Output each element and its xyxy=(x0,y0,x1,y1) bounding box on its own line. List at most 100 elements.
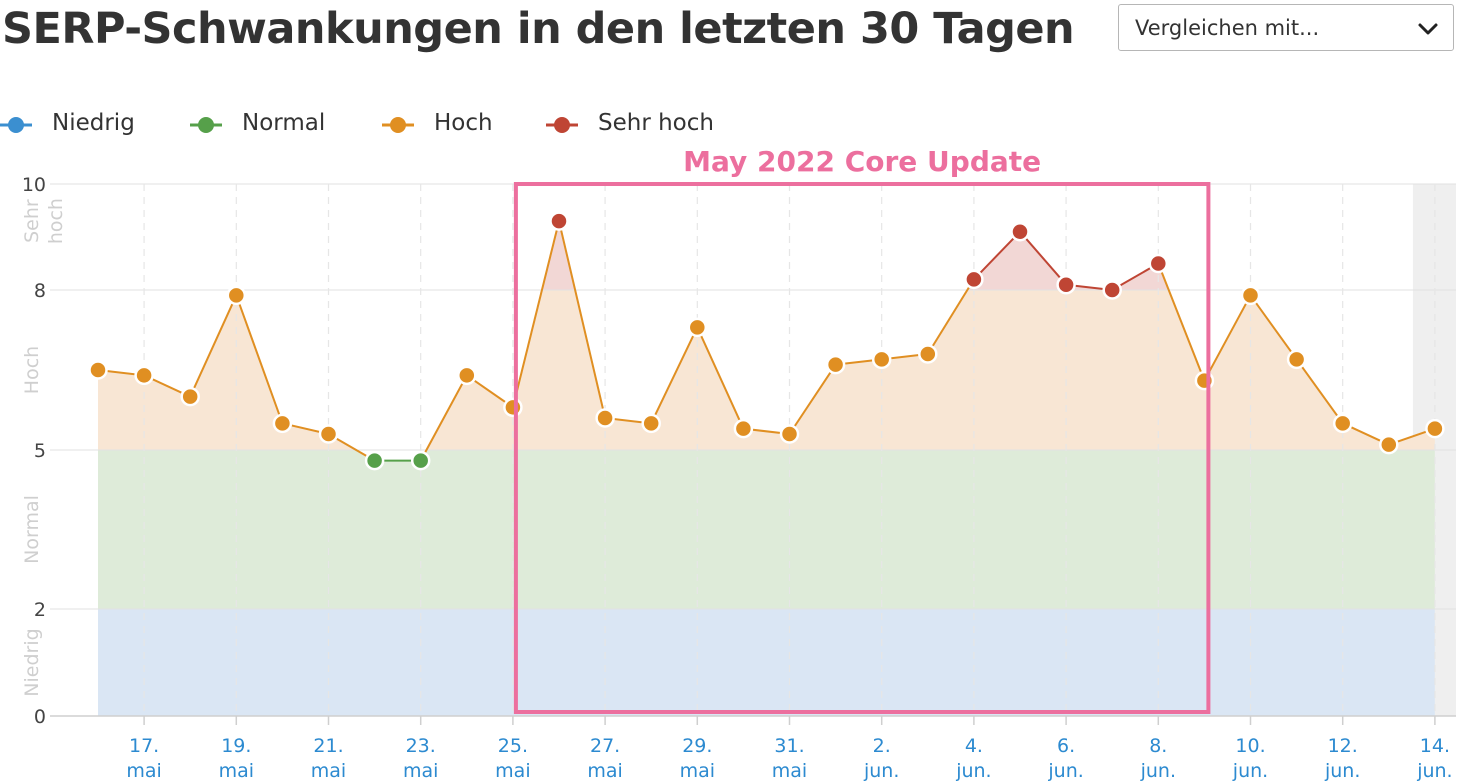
x-tick-label: 21. xyxy=(313,735,343,757)
x-tick-label: 17. xyxy=(129,735,159,757)
series-segment xyxy=(419,374,468,462)
band-label-sehr-hoch: hoch xyxy=(45,198,67,244)
data-point xyxy=(410,450,431,471)
band-label-sehr-hoch: Sehr xyxy=(21,199,43,243)
x-tick-label: jun. xyxy=(955,760,991,782)
x-tick-label: 6. xyxy=(1057,735,1075,757)
x-tick-label: 29. xyxy=(682,735,712,757)
data-point xyxy=(1148,253,1169,274)
data-point xyxy=(1332,413,1353,434)
x-tick-label: jun. xyxy=(1047,760,1083,782)
legend-label: Niedrig xyxy=(52,110,135,136)
series-segment xyxy=(1203,294,1252,382)
y-tick-label: 10 xyxy=(22,174,46,196)
band-2 xyxy=(98,290,1435,450)
data-point xyxy=(503,397,523,418)
legend-marker-icon xyxy=(0,117,32,133)
data-point xyxy=(1010,221,1030,242)
series-segment xyxy=(1019,231,1067,286)
y-tick-label: 0 xyxy=(34,706,46,728)
series-segment xyxy=(696,326,745,430)
data-point xyxy=(918,344,938,364)
legend-marker-icon xyxy=(382,117,414,133)
x-tick-label: 12. xyxy=(1328,735,1358,757)
series-segment xyxy=(511,220,560,408)
volatility-chart: 0 2 5 8 10 17. mai 19. mai 21. mai 23. mai 25. mai 27. m… xyxy=(21,145,1456,782)
compare-dropdown-label: Vergleichen mit... xyxy=(1135,16,1320,40)
x-tick-label: mai xyxy=(126,760,161,782)
series-segment xyxy=(235,294,284,424)
legend-label: Normal xyxy=(242,110,326,136)
x-tick-label: jun. xyxy=(1140,760,1176,782)
x-tick-label: 23. xyxy=(406,735,436,757)
series-segment xyxy=(1249,294,1298,360)
band-1 xyxy=(98,450,1435,609)
chevron-down-icon xyxy=(1418,23,1438,35)
x-tick-label: 19. xyxy=(221,735,251,757)
series-segment xyxy=(973,231,1021,281)
data-point xyxy=(1056,274,1076,295)
compare-dropdown[interactable]: Vergleichen mit... xyxy=(1118,4,1454,51)
page-title: SERP-Schwankungen in den letzten 30 Tage… xyxy=(2,4,1075,54)
data-point xyxy=(88,360,108,380)
y-tick-label: 8 xyxy=(34,280,46,302)
data-point xyxy=(595,408,615,428)
data-point xyxy=(687,317,708,338)
data-point xyxy=(1286,349,1307,370)
x-tick-label: mai xyxy=(219,760,254,782)
y-tick-label: 2 xyxy=(34,599,46,621)
band-label-normal: Normal xyxy=(21,495,43,564)
x-tick-label: 4. xyxy=(965,735,983,757)
series-segment xyxy=(788,364,837,435)
legend-label: Sehr hoch xyxy=(598,110,714,136)
data-point xyxy=(825,354,846,375)
band-label-niedrig: Niedrig xyxy=(21,628,43,696)
legend-marker-icon xyxy=(546,117,578,133)
annotation-label: May 2022 Core Update xyxy=(683,145,1041,178)
x-tick-label: 25. xyxy=(498,735,528,757)
x-tick-label: mai xyxy=(772,760,807,782)
series-segment xyxy=(650,326,699,424)
x-tick-label: mai xyxy=(587,760,622,782)
data-point xyxy=(964,269,984,290)
data-point xyxy=(871,349,892,370)
series-segment xyxy=(189,294,238,398)
legend-label: Hoch xyxy=(434,110,493,136)
annotation-box xyxy=(513,182,1211,714)
series-segment xyxy=(1295,358,1344,424)
data-point xyxy=(1379,434,1399,455)
x-tick-label: 8. xyxy=(1149,735,1167,757)
data-point xyxy=(134,365,154,386)
data-point xyxy=(1240,285,1261,306)
x-tick-label: 2. xyxy=(873,735,891,757)
x-tick-label: 10. xyxy=(1235,735,1265,757)
x-tick-label: mai xyxy=(311,760,346,782)
x-tick-label: 31. xyxy=(774,735,804,757)
x-tick-label: mai xyxy=(495,760,530,782)
series-segment xyxy=(558,220,607,419)
data-point xyxy=(226,285,247,306)
series-segment xyxy=(926,278,975,355)
series-segment xyxy=(1157,263,1206,382)
legend-marker-icon xyxy=(190,117,222,133)
x-tick-label: mai xyxy=(403,760,438,782)
y-tick-label: 5 xyxy=(34,440,46,462)
band-label-hoch: Hoch xyxy=(21,346,43,394)
band-3 xyxy=(98,221,1435,290)
data-point xyxy=(641,413,661,434)
data-point xyxy=(318,424,339,444)
x-tick-label: jun. xyxy=(1232,760,1268,782)
x-tick-label: jun. xyxy=(1324,760,1360,782)
data-point xyxy=(1102,280,1122,300)
data-point xyxy=(549,211,569,231)
x-tick-label: jun. xyxy=(1416,760,1452,782)
data-point xyxy=(180,386,200,407)
band-0 xyxy=(98,609,1435,716)
data-point xyxy=(779,424,800,444)
data-point xyxy=(1425,418,1445,439)
data-point xyxy=(272,413,293,434)
x-tick-label: 27. xyxy=(590,735,620,757)
x-tick-label: jun. xyxy=(863,760,899,782)
data-point xyxy=(457,365,477,386)
data-point xyxy=(733,418,754,439)
